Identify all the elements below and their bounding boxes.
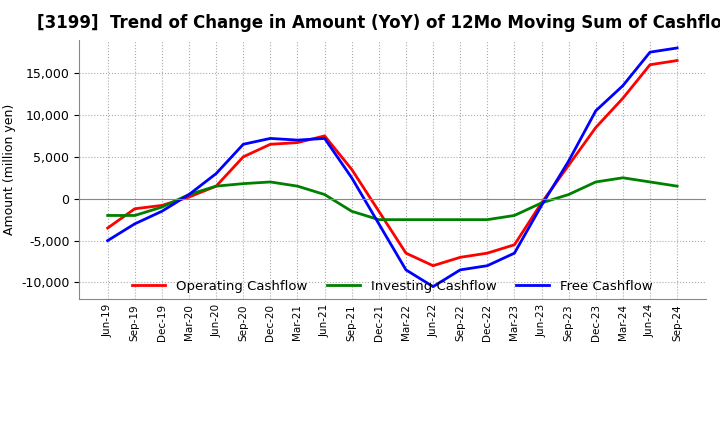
Investing Cashflow <box>185 192 194 197</box>
Free Cashflow <box>591 108 600 114</box>
Operating Cashflow <box>266 142 275 147</box>
Investing Cashflow <box>591 180 600 185</box>
Investing Cashflow <box>293 183 302 189</box>
Operating Cashflow <box>320 133 329 139</box>
Investing Cashflow <box>320 192 329 197</box>
Free Cashflow <box>646 50 654 55</box>
Investing Cashflow <box>672 183 681 189</box>
Investing Cashflow <box>428 217 437 222</box>
Investing Cashflow <box>158 205 166 210</box>
Free Cashflow <box>672 45 681 51</box>
Operating Cashflow <box>239 154 248 159</box>
Free Cashflow <box>483 263 492 268</box>
Investing Cashflow <box>402 217 410 222</box>
Operating Cashflow <box>646 62 654 67</box>
Line: Investing Cashflow: Investing Cashflow <box>108 178 677 220</box>
Operating Cashflow <box>158 203 166 208</box>
Operating Cashflow <box>456 255 464 260</box>
Investing Cashflow <box>266 180 275 185</box>
Operating Cashflow <box>483 250 492 256</box>
Free Cashflow <box>266 136 275 141</box>
Line: Free Cashflow: Free Cashflow <box>108 48 677 286</box>
Line: Operating Cashflow: Operating Cashflow <box>108 61 677 266</box>
Y-axis label: Amount (million yen): Amount (million yen) <box>3 104 16 235</box>
Operating Cashflow <box>428 263 437 268</box>
Free Cashflow <box>158 209 166 214</box>
Investing Cashflow <box>130 213 139 218</box>
Investing Cashflow <box>618 175 627 180</box>
Operating Cashflow <box>212 183 220 189</box>
Operating Cashflow <box>348 167 356 172</box>
Operating Cashflow <box>591 125 600 130</box>
Operating Cashflow <box>104 225 112 231</box>
Operating Cashflow <box>510 242 518 247</box>
Operating Cashflow <box>130 206 139 211</box>
Operating Cashflow <box>185 194 194 200</box>
Free Cashflow <box>130 221 139 227</box>
Free Cashflow <box>618 83 627 88</box>
Free Cashflow <box>320 136 329 141</box>
Free Cashflow <box>104 238 112 243</box>
Free Cashflow <box>564 158 573 164</box>
Investing Cashflow <box>212 183 220 189</box>
Investing Cashflow <box>348 209 356 214</box>
Free Cashflow <box>293 137 302 143</box>
Investing Cashflow <box>239 181 248 186</box>
Investing Cashflow <box>537 200 546 205</box>
Title: [3199]  Trend of Change in Amount (YoY) of 12Mo Moving Sum of Cashflows: [3199] Trend of Change in Amount (YoY) o… <box>37 15 720 33</box>
Operating Cashflow <box>564 162 573 168</box>
Operating Cashflow <box>293 140 302 145</box>
Operating Cashflow <box>402 250 410 256</box>
Operating Cashflow <box>618 95 627 101</box>
Free Cashflow <box>428 284 437 289</box>
Investing Cashflow <box>564 192 573 197</box>
Free Cashflow <box>348 175 356 180</box>
Investing Cashflow <box>456 217 464 222</box>
Operating Cashflow <box>672 58 681 63</box>
Investing Cashflow <box>510 213 518 218</box>
Free Cashflow <box>510 250 518 256</box>
Free Cashflow <box>185 192 194 197</box>
Operating Cashflow <box>374 209 383 214</box>
Legend: Operating Cashflow, Investing Cashflow, Free Cashflow: Operating Cashflow, Investing Cashflow, … <box>127 274 657 298</box>
Investing Cashflow <box>646 180 654 185</box>
Free Cashflow <box>537 203 546 208</box>
Operating Cashflow <box>537 200 546 205</box>
Free Cashflow <box>402 267 410 272</box>
Free Cashflow <box>456 267 464 272</box>
Free Cashflow <box>374 221 383 227</box>
Investing Cashflow <box>104 213 112 218</box>
Investing Cashflow <box>374 217 383 222</box>
Investing Cashflow <box>483 217 492 222</box>
Free Cashflow <box>239 142 248 147</box>
Free Cashflow <box>212 171 220 176</box>
